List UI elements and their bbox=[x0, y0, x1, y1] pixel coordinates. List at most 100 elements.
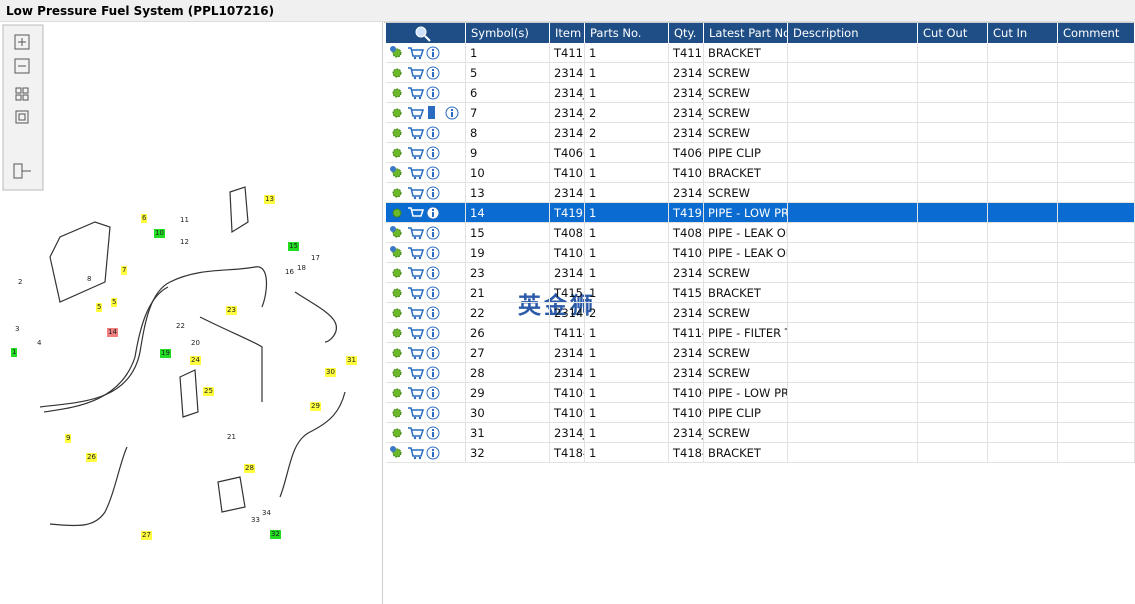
table-cell[interactable]: 2 bbox=[585, 123, 669, 143]
table-cell[interactable] bbox=[988, 283, 1058, 303]
callout[interactable]: 33 bbox=[251, 516, 260, 524]
table-cell[interactable]: SCREW bbox=[704, 363, 788, 383]
table-cell[interactable]: 15 bbox=[466, 223, 550, 243]
table-cell[interactable]: T411453 bbox=[550, 323, 585, 343]
table-cell[interactable]: 30 bbox=[466, 403, 550, 423]
table-cell[interactable]: BRACKET bbox=[704, 283, 788, 303]
table-cell[interactable]: 10 bbox=[466, 163, 550, 183]
table-cell[interactable] bbox=[988, 323, 1058, 343]
table-cell[interactable] bbox=[1058, 303, 1135, 323]
table-cell[interactable]: 2314F002 bbox=[669, 363, 704, 383]
table-cell[interactable] bbox=[988, 223, 1058, 243]
table-cell[interactable]: PIPE - FILTER TO PUMP bbox=[704, 323, 788, 343]
table-cell[interactable] bbox=[788, 223, 918, 243]
table-cell[interactable] bbox=[918, 303, 988, 323]
table-cell[interactable]: 5 bbox=[466, 63, 550, 83]
row-icons[interactable] bbox=[386, 423, 466, 443]
table-cell[interactable]: 2314F003 bbox=[669, 343, 704, 363]
table-cell[interactable]: 2314H001 bbox=[669, 183, 704, 203]
table-cell[interactable]: T410887 bbox=[550, 243, 585, 263]
table-cell[interactable] bbox=[1058, 383, 1135, 403]
table-cell[interactable] bbox=[1058, 183, 1135, 203]
row-icon-set[interactable] bbox=[386, 423, 464, 442]
table-cell[interactable]: 2314K159 bbox=[550, 123, 585, 143]
table-cell[interactable] bbox=[988, 303, 1058, 323]
row-icon-set[interactable] bbox=[386, 43, 464, 62]
table-cell[interactable]: T410693 bbox=[550, 383, 585, 403]
table-cell[interactable] bbox=[918, 263, 988, 283]
table-cell[interactable]: 2314J016 bbox=[669, 83, 704, 103]
table-cell[interactable] bbox=[788, 163, 918, 183]
row-icons[interactable] bbox=[386, 403, 466, 423]
table-cell[interactable] bbox=[788, 383, 918, 403]
callout[interactable]: 5 bbox=[111, 298, 118, 307]
table-cell[interactable]: SCREW bbox=[704, 123, 788, 143]
table-cell[interactable]: 1 bbox=[585, 143, 669, 163]
table-cell[interactable] bbox=[918, 103, 988, 123]
callout[interactable]: 22 bbox=[176, 322, 185, 330]
table-cell[interactable]: SCREW bbox=[704, 303, 788, 323]
row-icon-set[interactable] bbox=[386, 203, 464, 222]
row-icon-set[interactable] bbox=[386, 63, 464, 82]
row-icons[interactable] bbox=[386, 303, 466, 323]
row-icon-set[interactable] bbox=[386, 343, 464, 362]
table-cell[interactable]: 1 bbox=[585, 343, 669, 363]
table-cell[interactable] bbox=[1058, 323, 1135, 343]
table-cell[interactable] bbox=[1058, 83, 1135, 103]
table-cell[interactable]: 7 bbox=[466, 103, 550, 123]
table-cell[interactable]: 28 bbox=[466, 363, 550, 383]
table-cell[interactable]: 2314F002 bbox=[550, 303, 585, 323]
table-cell[interactable] bbox=[1058, 423, 1135, 443]
row-icons[interactable] bbox=[386, 243, 466, 263]
table-cell[interactable]: 2314J001 bbox=[669, 423, 704, 443]
table-cell[interactable]: 1 bbox=[585, 383, 669, 403]
callout[interactable]: 7 bbox=[121, 266, 128, 275]
callout[interactable]: 31 bbox=[346, 356, 357, 365]
table-cell[interactable]: 1 bbox=[585, 283, 669, 303]
table-cell[interactable] bbox=[788, 143, 918, 163]
table-cell[interactable]: 19 bbox=[466, 243, 550, 263]
column-header[interactable]: Comment bbox=[1058, 23, 1135, 43]
callout[interactable]: 3 bbox=[15, 325, 20, 333]
table-cell[interactable]: 1 bbox=[585, 423, 669, 443]
table-cell[interactable] bbox=[988, 143, 1058, 163]
table-cell[interactable]: T415716 bbox=[550, 283, 585, 303]
row-icons[interactable] bbox=[386, 63, 466, 83]
table-cell[interactable] bbox=[988, 123, 1058, 143]
table-cell[interactable] bbox=[788, 443, 918, 463]
table-cell[interactable] bbox=[788, 63, 918, 83]
table-cell[interactable]: T419382 bbox=[550, 203, 585, 223]
row-icon-set[interactable] bbox=[386, 123, 464, 142]
table-cell[interactable] bbox=[788, 243, 918, 263]
column-header[interactable]: Parts No. bbox=[585, 23, 669, 43]
table-cell[interactable] bbox=[988, 63, 1058, 83]
row-icons[interactable] bbox=[386, 143, 466, 163]
column-header[interactable]: Cut Out bbox=[918, 23, 988, 43]
table-cell[interactable]: 1 bbox=[585, 243, 669, 263]
table-cell[interactable] bbox=[1058, 443, 1135, 463]
callout[interactable]: 18 bbox=[297, 264, 306, 272]
table-cell[interactable] bbox=[788, 403, 918, 423]
row-icon-set[interactable] bbox=[386, 143, 464, 162]
table-cell[interactable] bbox=[788, 123, 918, 143]
table-cell[interactable] bbox=[918, 83, 988, 103]
row-icons[interactable] bbox=[386, 163, 466, 183]
table-cell[interactable]: SCREW bbox=[704, 423, 788, 443]
icon-header[interactable] bbox=[386, 23, 466, 43]
table-cell[interactable] bbox=[918, 43, 988, 63]
row-icon-set[interactable] bbox=[386, 183, 464, 202]
table-cell[interactable] bbox=[918, 343, 988, 363]
table-cell[interactable]: PIPE - LOW PRESSURE FU bbox=[704, 383, 788, 403]
table-cell[interactable]: 2314J001 bbox=[550, 423, 585, 443]
table-cell[interactable] bbox=[788, 343, 918, 363]
table-cell[interactable] bbox=[918, 423, 988, 443]
table-cell[interactable]: 23 bbox=[466, 263, 550, 283]
table-cell[interactable] bbox=[788, 303, 918, 323]
table-cell[interactable]: 2314H017 bbox=[669, 63, 704, 83]
table-cell[interactable]: 14 bbox=[466, 203, 550, 223]
table-cell[interactable] bbox=[918, 163, 988, 183]
table-cell[interactable]: 27 bbox=[466, 343, 550, 363]
table-cell[interactable]: 2314F002 bbox=[550, 363, 585, 383]
column-header[interactable]: Description bbox=[788, 23, 918, 43]
table-cell[interactable] bbox=[1058, 283, 1135, 303]
